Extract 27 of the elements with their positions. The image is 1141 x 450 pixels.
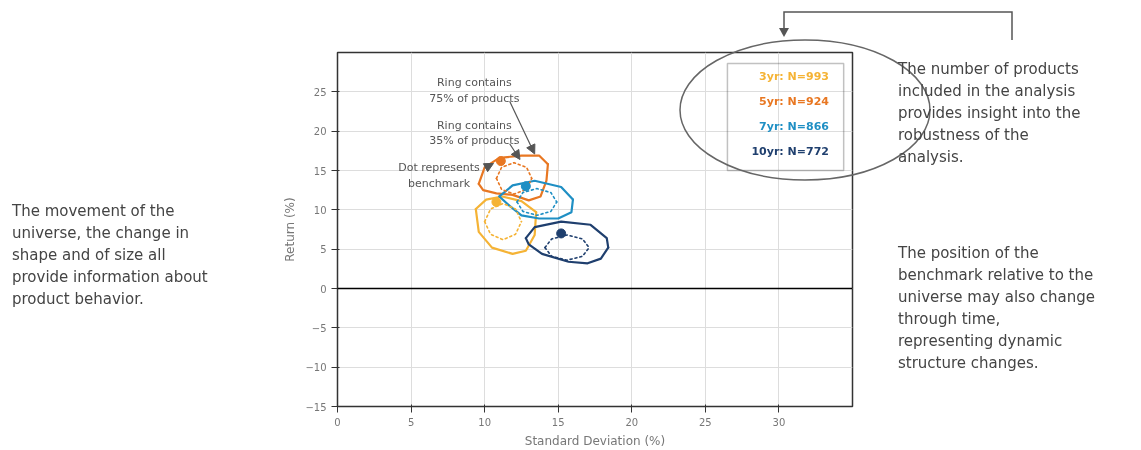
y-tick-label: −5	[311, 322, 327, 334]
annotation: Ring contains 35% of products	[429, 118, 520, 148]
y-tick-label: 0	[320, 283, 327, 295]
y-tick-label: 10	[313, 204, 327, 216]
x-tick-label: 0	[334, 416, 341, 428]
annotation: Ring contains 75% of products	[429, 76, 520, 105]
x-tick-label: 30	[772, 416, 786, 428]
x-tick-label: 20	[625, 416, 639, 428]
y-tick-label: 15	[313, 165, 327, 177]
x-tick-label: 25	[698, 416, 712, 428]
annotation: Dot represents benchmark	[398, 161, 481, 190]
x-tick-label: 15	[551, 416, 565, 428]
y-axis-title: Return (%)	[283, 197, 298, 262]
y-tick-label: −10	[305, 362, 327, 374]
y-tick-label: 5	[320, 244, 327, 256]
y-tick-label: −15	[305, 401, 327, 413]
x-tick-label: 5	[407, 416, 415, 428]
text: 10yr: N=772	[751, 145, 829, 159]
x-tick-label: 10	[478, 416, 492, 428]
text: 3yr: N=993	[759, 69, 829, 83]
text: The movement of the universe, the change in shape and of size all provide information about product behavior.	[12, 201, 209, 310]
text: The position of the benchmark relative to the universe may also change through time, representing dynamic structure changes.	[898, 243, 1097, 374]
text: 5yr: N=924	[759, 94, 830, 108]
y-tick-label: 20	[313, 126, 327, 138]
y-tick-label: 25	[313, 86, 327, 98]
x-axis-title: Standard Deviation (%)	[524, 433, 666, 448]
text: 7yr: N=866	[759, 119, 830, 133]
